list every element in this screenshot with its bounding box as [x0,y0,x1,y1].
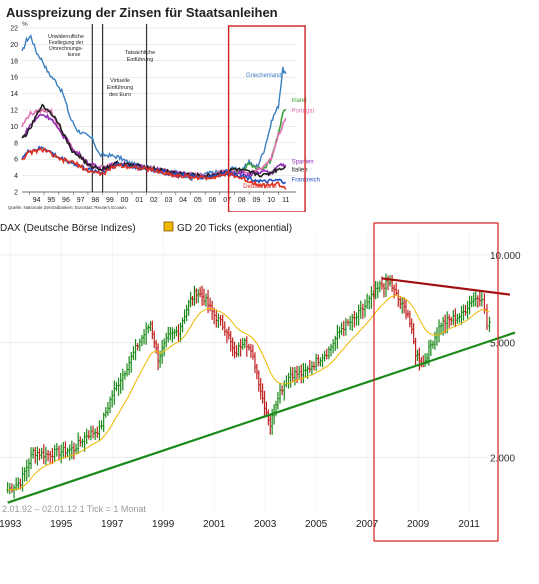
legend-dax: DAX (Deutsche Börse Indizes) [0,223,136,234]
top-y-tick-label: 4 [14,173,18,180]
dax-chart: DAX (Deutsche Börse Indizes) GD 20 Ticks… [0,220,539,584]
series-label-frankreich: Frankreich [292,177,320,183]
top-x-tick-label: 10 [267,197,275,204]
top-x-tick-label: 96 [62,197,70,204]
series-label-irland: Irland [292,98,307,104]
top-x-tick-label: 06 [209,197,217,204]
top-series-group [21,34,287,190]
top-grid [22,27,296,193]
top-y-tick-label: 2 [14,190,18,197]
top-chart-title: Ausspreizung der Zinsen für Staatsanleih… [6,5,278,20]
legend-gd: GD 20 Ticks (exponential) [177,223,292,234]
top-x-tick-label: 95 [47,197,55,204]
bottom-y-tick-label: 5.000 [490,338,515,349]
top-x-tick-label: 05 [194,197,202,204]
dax-candles [6,273,492,499]
top-x-axis: 94 95 96 97 98 99 00 01 02 03 04 05 06 07 08 09 10 11 [29,192,289,204]
bottom-x-tick-label: 2011 [458,519,480,530]
top-y-tick-label: 16 [10,75,18,82]
series-label-griechenland: Griechenland [246,73,282,79]
top-x-tick-label: 02 [150,197,158,204]
bottom-x-axis: 1993 1995 1997 1999 2001 2003 2005 2007 2009 2011 [0,519,480,530]
bottom-x-tick-label: 2007 [356,519,379,530]
bottom-x-tick-label: 2005 [305,519,328,530]
series-line-italien [21,103,286,179]
top-y-tick-label: 12 [10,108,18,115]
gd20-line [7,295,490,491]
series-label-spanien: Spanien [292,159,314,165]
bottom-x-tick-label: 2001 [203,519,226,530]
top-y-tick-label: 20 [10,42,18,49]
top-x-tick-label: 94 [33,197,41,204]
bottom-x-tick-label: 1997 [101,519,124,530]
series-label-italien: Italien [292,168,308,174]
bottom-x-tick-label: 1999 [152,519,175,530]
bottom-highlight-box [373,222,499,542]
annotation-actual: Tatsächliche Einführung [125,50,155,63]
top-series-labels: Griechenland Irland Portugal Spanien Italien… [243,73,320,190]
top-x-tick-label: 09 [253,197,261,204]
top-x-tick-label: 07 [223,197,231,204]
top-x-tick-label: 98 [91,197,99,204]
top-chart-background [0,0,325,212]
series-line-deutschland [21,146,287,190]
bottom-caption: 2.01.92 – 02.01.12 1 Tick = 1 Monat [2,504,146,514]
bottom-chart-background [0,220,539,584]
trendline [7,331,516,504]
top-y-tick-label: 8 [14,140,18,147]
bottom-x-tick-label: 1995 [50,519,73,530]
bond-spread-chart: Ausspreizung der Zinsen für Staatsanleih… [0,0,325,212]
top-chart-source: Quelle: Nationale Zentralbanken; Eurosta… [8,205,127,210]
trendlines [7,277,516,504]
series-label-portugal: Portugal [292,108,314,114]
top-y-tick-label: 6 [14,157,18,164]
top-x-tick-label: 00 [121,197,129,204]
annotation-fixing: Unwiderrufliche Festlegung der Umrechnungs… [48,34,84,58]
top-x-tick-label: 11 [282,197,289,204]
top-x-tick-label: 01 [135,197,143,204]
legend-gd-swatch [163,221,174,232]
top-y-tick-label: 22 [10,26,18,33]
top-highlight-box [227,25,306,212]
bottom-y-tick-label: 10.000 [490,251,521,262]
series-label-deutschland: Deutschland [243,184,276,190]
top-y-tick-label: 14 [10,91,18,98]
bottom-grid [0,232,515,512]
top-chart-ylabel: % [22,21,28,28]
top-y-axis: 2 4 6 8 10 12 14 16 18 20 22 [10,26,18,197]
bottom-y-tick-label: 2.000 [490,454,515,465]
bottom-x-tick-label: 1993 [0,519,22,530]
bottom-x-tick-label: 2003 [254,519,277,530]
bottom-y-axis: 10.000 5.000 2.000 [490,251,521,465]
top-y-tick-label: 10 [10,124,18,131]
top-x-tick-label: 04 [179,197,187,204]
top-y-tick-label: 18 [10,58,18,65]
top-x-tick-label: 97 [77,197,85,204]
top-x-tick-label: 03 [165,197,173,204]
top-x-tick-label: 08 [238,197,246,204]
bottom-x-tick-label: 2009 [407,519,430,530]
trendline [382,277,511,296]
annotation-virtual: Virtuelle Einführung des Euro [107,78,134,98]
top-x-tick-label: 99 [106,197,114,204]
